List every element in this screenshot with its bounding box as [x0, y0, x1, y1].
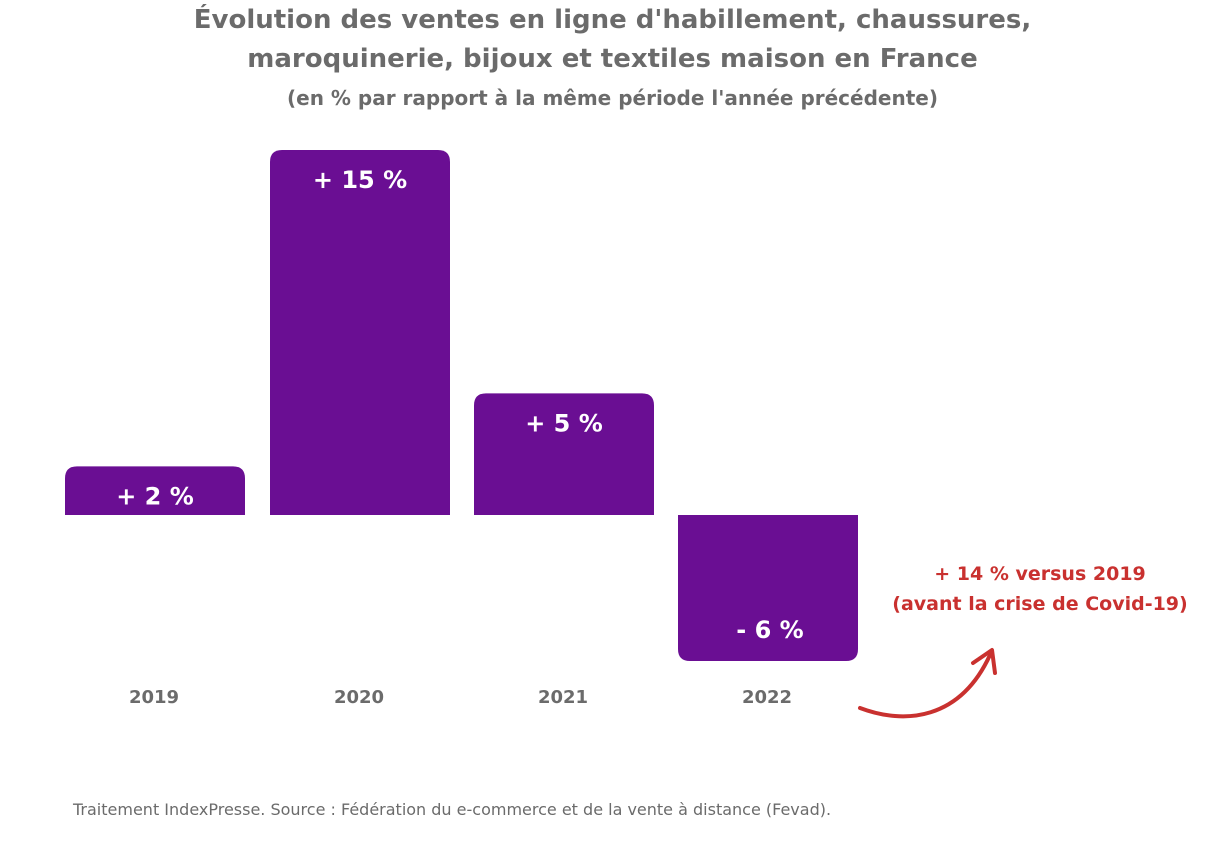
x-tick-label-2022: 2022: [742, 687, 792, 708]
bar-value-label-2019: + 2 %: [116, 482, 194, 510]
chart-title-line-2: maroquinerie, bijoux et textiles maison …: [247, 44, 978, 74]
annotation-text-line-2: (avant la crise de Covid-19): [892, 593, 1188, 615]
source-note: Traitement IndexPresse. Source : Fédérat…: [73, 800, 832, 819]
bar-2020: [270, 150, 450, 516]
bar-value-label-2021: + 5 %: [525, 409, 603, 437]
bar-2022: [678, 515, 858, 661]
bars-group: [65, 150, 858, 661]
value-labels-group: + 2 % + 15 % + 5 % - 6 %: [116, 166, 804, 644]
curved-arrow-icon: [858, 653, 992, 719]
x-axis-ticks: 2019 2020 2021 2022: [129, 687, 792, 708]
annotation-text-line-1: + 14 % versus 2019: [934, 563, 1146, 585]
x-tick-label-2021: 2021: [538, 687, 588, 708]
bar-2021: [474, 393, 654, 515]
x-tick-label-2019: 2019: [129, 687, 179, 708]
bar-2019: [65, 466, 245, 515]
chart-subtitle: (en % par rapport à la même période l'an…: [287, 86, 938, 110]
bar-value-label-2022: - 6 %: [736, 616, 803, 644]
bar-value-label-2020: + 15 %: [313, 166, 407, 194]
chart-title-line-1: Évolution des ventes en ligne d'habillem…: [193, 5, 1032, 35]
arrowhead-icon: [971, 648, 997, 675]
x-tick-label-2020: 2020: [334, 687, 384, 708]
